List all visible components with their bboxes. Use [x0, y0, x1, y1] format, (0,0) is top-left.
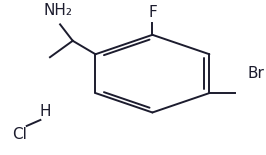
Text: Br: Br: [247, 66, 264, 81]
Text: NH₂: NH₂: [43, 3, 72, 18]
Text: Cl: Cl: [12, 127, 27, 142]
Text: F: F: [148, 5, 157, 20]
Text: H: H: [39, 104, 51, 119]
